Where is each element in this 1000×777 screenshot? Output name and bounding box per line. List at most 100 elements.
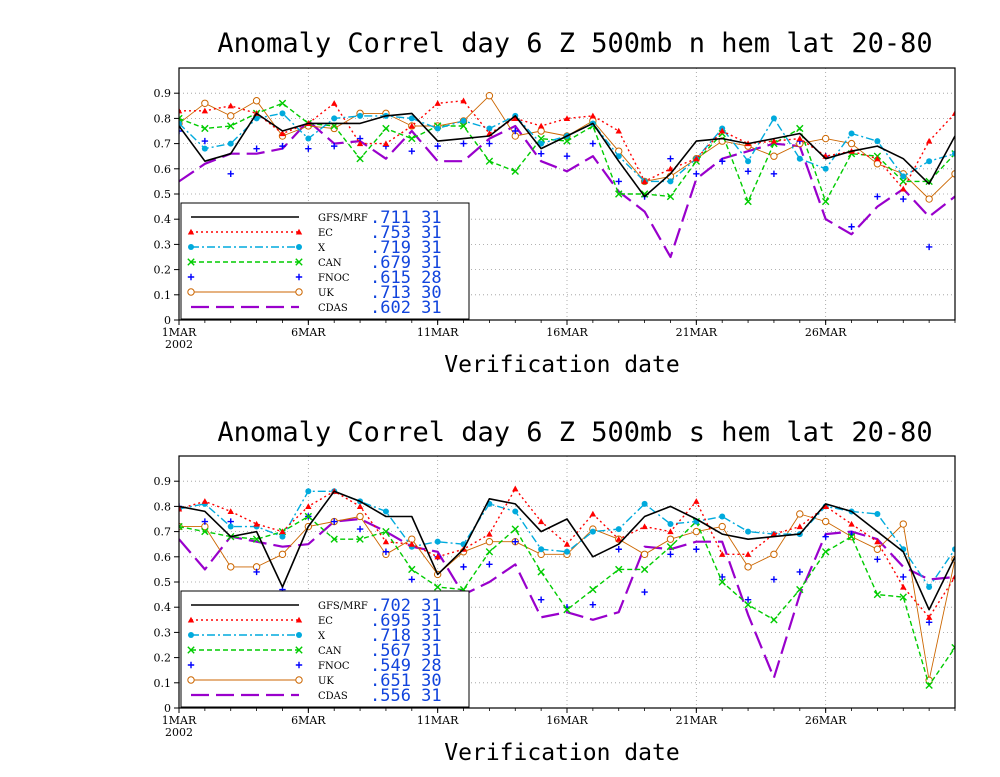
data-point <box>744 563 752 571</box>
series-line <box>179 95 955 200</box>
legend-marker <box>296 244 302 250</box>
legend-label: CDAS <box>318 303 348 314</box>
plot-frame <box>178 455 956 709</box>
data-point <box>770 152 778 160</box>
x-tick-label: 26MAR <box>805 326 847 339</box>
data-point <box>356 512 364 521</box>
data-point <box>511 167 519 176</box>
legend-marker <box>295 676 303 684</box>
series-x <box>179 488 955 591</box>
data-point <box>770 170 778 178</box>
data-point <box>667 551 674 558</box>
data-point <box>201 518 209 525</box>
data-point <box>796 510 804 518</box>
chart-panel-2: Anomaly Correl day 6 Z 500mb s hem lat 2… <box>154 417 956 766</box>
legend-label: UK <box>318 676 334 687</box>
data-point <box>201 527 209 536</box>
data-point <box>253 145 260 152</box>
x-tick-label: 11MAR <box>417 714 459 727</box>
legend-value: .651 30 <box>370 671 442 691</box>
data-point <box>278 99 287 107</box>
data-point <box>873 160 882 168</box>
data-point <box>434 100 441 106</box>
data-point <box>666 543 675 551</box>
data-point <box>925 243 933 251</box>
legend-label: CAN <box>318 258 342 269</box>
data-point <box>486 530 493 537</box>
data-point <box>537 122 545 129</box>
data-point <box>331 518 338 525</box>
data-point <box>900 195 907 203</box>
data-point <box>745 528 752 535</box>
legend-marker <box>187 661 195 669</box>
data-point <box>641 500 648 507</box>
data-point <box>873 545 882 553</box>
x-tick-label: 11MAR <box>417 326 459 339</box>
data-point <box>693 170 700 178</box>
data-point <box>331 100 338 106</box>
data-point <box>537 568 545 576</box>
y-tick-label: 0.6 <box>154 163 172 176</box>
data-point <box>900 173 907 180</box>
data-point <box>356 525 364 533</box>
legend-box <box>180 590 470 708</box>
data-point <box>770 137 778 144</box>
data-point <box>201 124 209 133</box>
data-point <box>179 120 182 127</box>
y-tick-label: 0.2 <box>154 652 172 665</box>
data-point <box>434 125 441 132</box>
chart-title: Anomaly Correl day 6 Z 500mb s hem lat 2… <box>217 417 932 448</box>
legend-value: .711 31 <box>370 208 442 228</box>
y-tick-label: 0.2 <box>154 264 172 277</box>
data-point <box>227 170 234 178</box>
legend-value: .567 31 <box>370 641 442 661</box>
data-point <box>330 535 338 543</box>
data-point <box>899 593 907 601</box>
data-point <box>538 546 545 553</box>
x-tick-sublabel: 2002 <box>165 726 193 739</box>
legend-marker <box>187 228 195 235</box>
data-point <box>874 138 881 145</box>
data-point <box>512 127 519 135</box>
legend-value: .549 28 <box>370 656 442 676</box>
data-point <box>253 568 260 576</box>
data-point <box>305 503 312 509</box>
y-tick-label: 0 <box>164 314 171 327</box>
data-point <box>538 140 545 147</box>
series-gfs-mrf <box>179 112 955 198</box>
plot-frame <box>178 67 956 321</box>
y-tick-label: 0.3 <box>154 238 172 251</box>
legend-label: X <box>318 243 326 254</box>
data-point <box>718 578 726 586</box>
legend-label: UK <box>318 288 334 299</box>
data-point <box>744 551 752 557</box>
x-tick-label: 26MAR <box>805 714 847 727</box>
data-point <box>796 124 804 133</box>
data-point <box>408 565 416 574</box>
series-line <box>179 490 955 611</box>
data-point <box>434 538 441 545</box>
data-point <box>899 520 907 528</box>
series-can <box>179 512 955 690</box>
data-point <box>951 643 955 652</box>
legend-marker <box>295 228 303 235</box>
data-point <box>925 195 933 203</box>
legend-label: X <box>318 631 326 642</box>
data-point <box>408 134 416 143</box>
legend-value: .679 31 <box>370 253 442 273</box>
legend-value: .556 31 <box>370 686 442 706</box>
data-point <box>227 122 235 130</box>
chart-panel-1: Anomaly Correl day 6 Z 500mb n hem lat 2… <box>154 28 956 378</box>
data-point <box>796 155 803 162</box>
data-point <box>357 112 364 119</box>
y-tick-label: 0 <box>164 702 171 715</box>
data-point <box>615 190 623 198</box>
data-point <box>201 107 209 114</box>
data-point <box>873 590 882 599</box>
data-point <box>563 541 571 547</box>
data-point <box>201 137 209 145</box>
data-point <box>874 193 881 200</box>
data-point <box>537 596 545 603</box>
data-point <box>382 527 390 536</box>
